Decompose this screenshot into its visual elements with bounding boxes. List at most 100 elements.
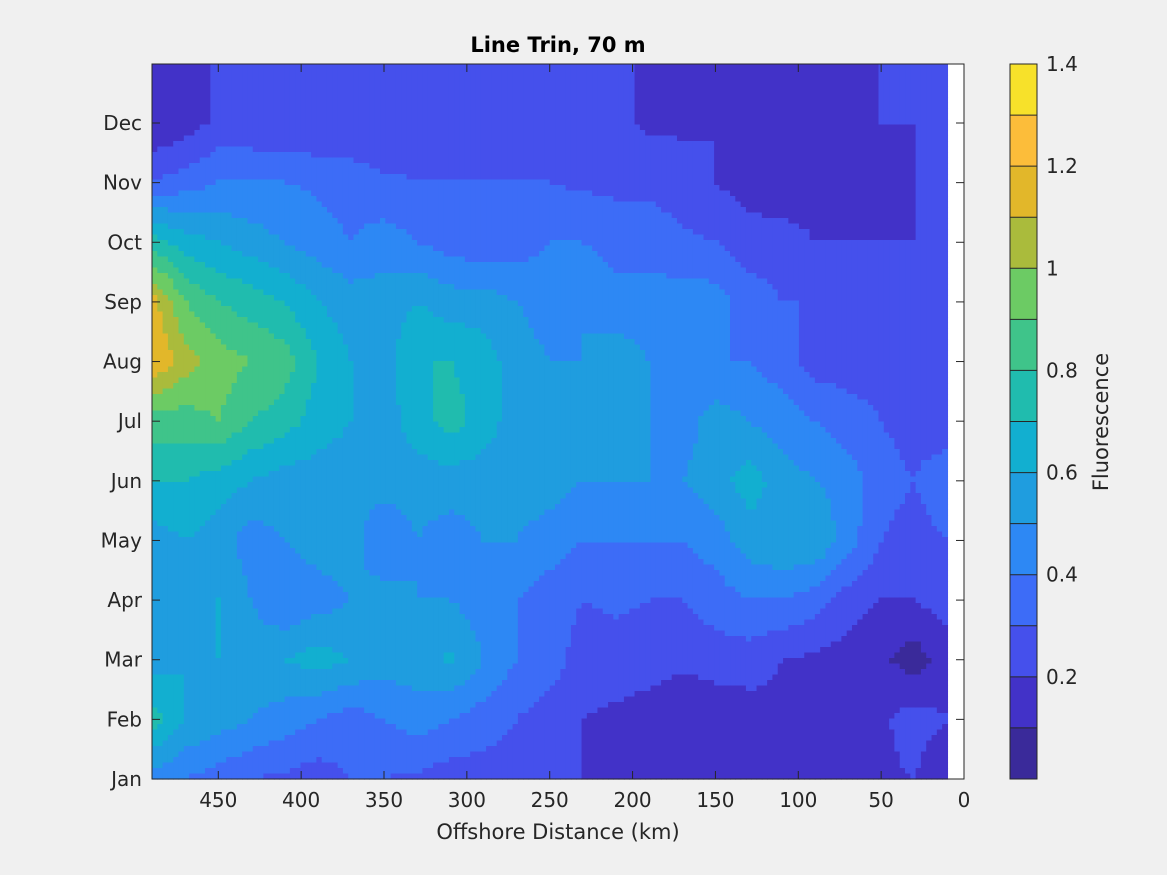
heatmap-cell <box>252 163 259 170</box>
heatmap-cell <box>926 234 933 241</box>
heatmap-cell <box>761 64 768 71</box>
heatmap-cell <box>380 179 386 186</box>
heatmap-cell <box>438 80 445 87</box>
heatmap-cell <box>486 64 492 71</box>
heatmap-cell <box>226 130 233 137</box>
heatmap-cell <box>873 152 880 159</box>
heatmap-cell <box>210 157 217 164</box>
heatmap-cell <box>501 102 508 109</box>
heatmap-cell <box>751 185 758 192</box>
heatmap-cell <box>777 80 784 87</box>
heatmap-cell <box>364 174 371 181</box>
heatmap-cell <box>205 124 211 131</box>
heatmap-cell <box>682 135 689 142</box>
heatmap-cell <box>167 69 174 76</box>
heatmap-cell <box>438 196 445 203</box>
heatmap-cell <box>836 141 842 148</box>
heatmap-cell <box>533 223 540 230</box>
heatmap-cell <box>910 212 917 219</box>
heatmap-cell <box>337 174 344 181</box>
heatmap-cell <box>295 152 302 159</box>
heatmap-cell <box>183 174 190 181</box>
heatmap-cell <box>883 196 890 203</box>
heatmap-cell <box>480 152 487 159</box>
heatmap-cell <box>258 146 264 153</box>
heatmap-cell <box>273 157 280 164</box>
heatmap-cell <box>883 108 890 115</box>
heatmap-cell <box>295 240 302 247</box>
heatmap-cell <box>226 146 233 153</box>
heatmap-cell <box>258 185 264 192</box>
heatmap-cell <box>459 135 466 142</box>
heatmap-cell <box>661 108 667 115</box>
heatmap-cell <box>284 86 291 93</box>
heatmap-cell <box>220 86 227 93</box>
heatmap-cell <box>825 163 832 170</box>
heatmap-cell <box>581 64 588 71</box>
heatmap-cell <box>178 108 185 115</box>
heatmap-cell <box>761 97 768 104</box>
heatmap-cell <box>751 201 758 208</box>
heatmap-cell <box>501 190 508 197</box>
heatmap-cell <box>926 190 933 197</box>
heatmap-cell <box>459 91 466 98</box>
heatmap-cell <box>931 75 938 82</box>
heatmap-cell <box>501 207 508 214</box>
heatmap-cell <box>703 146 710 153</box>
heatmap-cell <box>836 229 842 236</box>
heatmap-cell <box>348 185 355 192</box>
heatmap-cell <box>740 201 747 208</box>
heatmap-cell <box>422 146 429 153</box>
heatmap-cell <box>719 135 726 142</box>
heatmap-cell <box>650 212 657 219</box>
heatmap-cell <box>152 196 158 203</box>
heatmap-cell <box>417 207 424 214</box>
heatmap-cell <box>189 174 196 181</box>
heatmap-cell <box>480 64 487 71</box>
heatmap-cell <box>231 240 238 247</box>
heatmap-cell <box>427 196 434 203</box>
heatmap-cell <box>841 108 848 115</box>
heatmap-cell <box>687 196 694 203</box>
heatmap-cell <box>486 157 492 164</box>
heatmap-cell <box>772 119 779 126</box>
heatmap-cell <box>411 86 418 93</box>
heatmap-cell <box>878 80 885 87</box>
heatmap-cell <box>883 86 890 93</box>
heatmap-cell <box>226 135 233 142</box>
heatmap-cell <box>629 91 636 98</box>
heatmap-cell <box>730 80 736 87</box>
heatmap-cell <box>300 157 307 164</box>
heatmap-cell <box>889 124 895 131</box>
heatmap-cell <box>931 179 938 186</box>
heatmap-cell <box>305 229 312 236</box>
heatmap-cell <box>438 124 445 131</box>
heatmap-cell <box>512 64 519 71</box>
heatmap-cell <box>915 91 922 98</box>
heatmap-cell <box>650 64 657 71</box>
heatmap-cell <box>279 124 286 131</box>
heatmap-cell <box>926 201 933 208</box>
heatmap-cell <box>342 119 349 126</box>
heatmap-cell <box>501 201 508 208</box>
heatmap-cell <box>862 141 869 148</box>
heatmap-cell <box>586 218 593 225</box>
heatmap-cell <box>448 201 455 208</box>
heatmap-cell <box>528 124 535 131</box>
heatmap-cell <box>332 141 339 148</box>
heatmap-cell <box>422 218 429 225</box>
heatmap-cell <box>433 190 439 197</box>
heatmap-cell <box>252 113 259 120</box>
heatmap-cell <box>231 146 238 153</box>
heatmap-cell <box>857 201 864 208</box>
heatmap-cell <box>443 146 450 153</box>
heatmap-cell <box>724 86 731 93</box>
heatmap-cell <box>809 174 816 181</box>
heatmap-cell <box>634 113 641 120</box>
heatmap-cell <box>878 97 885 104</box>
heatmap-cell <box>374 234 381 241</box>
heatmap-cell <box>708 86 715 93</box>
heatmap-cell <box>183 75 190 82</box>
heatmap-cell <box>422 201 429 208</box>
heatmap-cell <box>433 240 439 247</box>
